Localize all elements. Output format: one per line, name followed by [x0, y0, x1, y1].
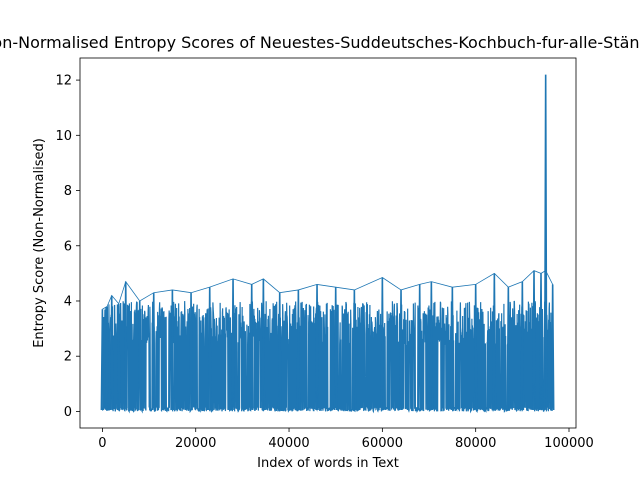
- x-tick-label: 20000: [175, 436, 216, 451]
- y-tick-label: 0: [64, 405, 72, 420]
- series-line: [101, 300, 554, 414]
- series-envelope: [102, 270, 554, 310]
- x-tick-label: 60000: [362, 436, 403, 451]
- series-peak: [100, 309, 105, 411]
- x-axis-label: Index of words in Text: [257, 456, 399, 471]
- y-axis-label: Entropy Score (Non-Normalised): [32, 138, 47, 348]
- x-tick-label: 100000: [544, 436, 594, 451]
- y-axis-ticks: 0 2 4 6 8 10 12: [55, 74, 80, 420]
- x-axis-ticks: 0 20000 40000 60000 80000 100000: [98, 428, 594, 451]
- series-peak: [543, 74, 548, 411]
- x-tick-label: 80000: [455, 436, 496, 451]
- chart-title: Non-Normalised Entropy Scores of Neueste…: [0, 33, 640, 52]
- x-tick-label: 40000: [268, 436, 309, 451]
- y-tick-label: 2: [64, 350, 72, 365]
- y-tick-label: 6: [64, 239, 72, 254]
- y-tick-label: 4: [64, 294, 72, 309]
- x-tick-label: 0: [98, 436, 106, 451]
- y-tick-label: 12: [55, 74, 72, 89]
- axes-frame: [79, 57, 577, 429]
- y-tick-label: 10: [55, 129, 72, 144]
- plot-area: [100, 74, 555, 414]
- y-tick-label: 8: [64, 184, 72, 199]
